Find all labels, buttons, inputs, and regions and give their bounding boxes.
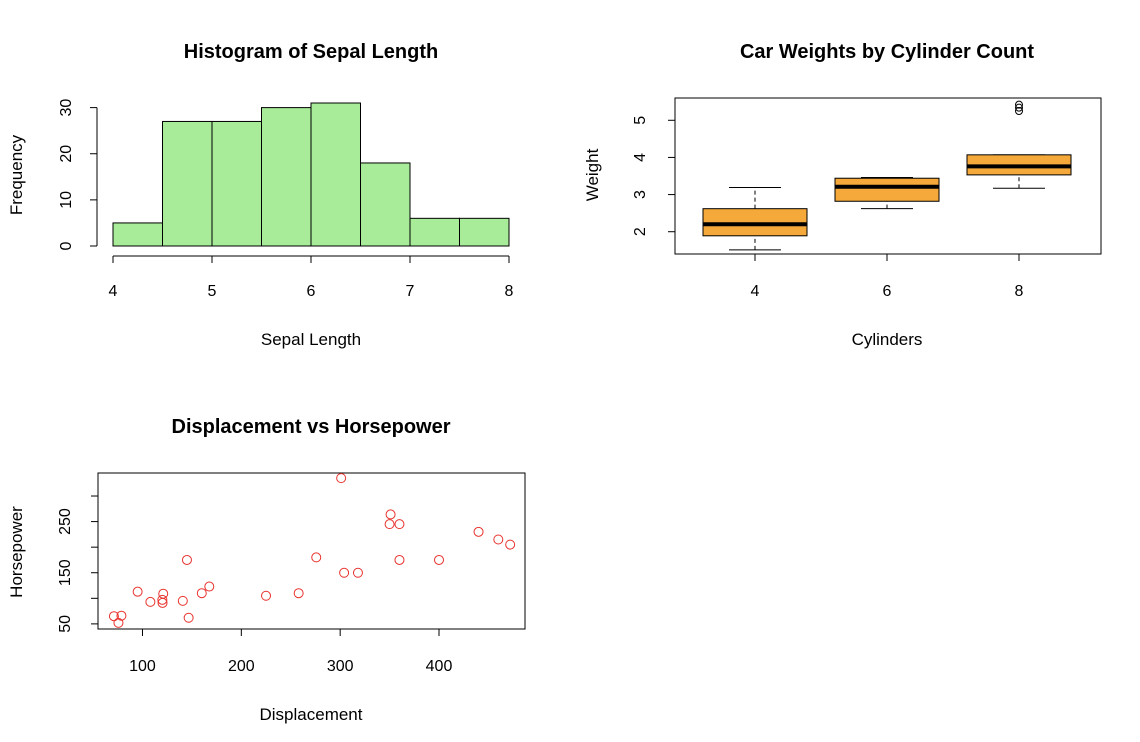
histogram-y-axis: 0 10 20 30 (58, 99, 98, 250)
scatter-point (505, 539, 516, 550)
histogram-x-tick-label: 5 (208, 283, 217, 300)
boxplot-plot-frame (674, 97, 1102, 255)
scatter-point (493, 534, 504, 545)
boxplot-y-tick-label: 3 (632, 190, 649, 199)
scatter-point (132, 586, 143, 597)
boxplot-title: Car Weights by Cylinder Count (740, 41, 1034, 63)
histogram-y-tick-label: 30 (58, 99, 75, 117)
scatter-point (204, 581, 215, 592)
histogram-panel: Histogram of Sepal Length Sepal Length F… (7, 41, 514, 349)
boxplot-outlier (1015, 107, 1023, 115)
scatter-plot-frame (97, 472, 526, 630)
scatter-y-tick-label: 250 (57, 508, 74, 535)
scatter-point (394, 554, 405, 565)
scatter-x-tick-label: 200 (228, 658, 255, 675)
histogram-x-tick-label: 7 (406, 283, 415, 300)
scatter-y-tick-label: 50 (57, 615, 74, 633)
scatter-title: Displacement vs Horsepower (172, 416, 451, 438)
scatter-y-label: Horsepower (7, 506, 26, 598)
histogram-bar (112, 222, 163, 247)
scatter-point (339, 567, 350, 578)
scatter-point (394, 519, 405, 530)
scatter-point (473, 526, 484, 537)
scatter-points (108, 473, 516, 628)
scatter-point (196, 588, 207, 599)
scatter-point (293, 588, 304, 599)
boxplot-x-label: Cylinders (852, 330, 923, 349)
scatter-point (145, 596, 156, 607)
boxplot-x-tick-label: 4 (751, 283, 760, 300)
scatter-x-label: Displacement (260, 705, 363, 724)
scatter-x-axis: 100 200 300 400 (129, 629, 452, 675)
histogram-y-tick-label: 0 (58, 241, 75, 250)
histogram-bar (459, 217, 510, 247)
boxplot-y-tick-label: 4 (632, 153, 649, 162)
scatter-panel: Displacement vs Horsepower Displacement … (7, 416, 526, 724)
scatter-point (113, 617, 124, 628)
scatter-point (181, 554, 192, 565)
boxplot-boxes (702, 100, 1072, 251)
histogram-bar (211, 120, 262, 247)
scatter-point (108, 611, 119, 622)
histogram-bar (261, 107, 312, 247)
scatter-point (177, 595, 188, 606)
scatter-point (336, 473, 347, 484)
scatter-y-tick-label: 150 (57, 559, 74, 586)
scatter-point (311, 552, 322, 563)
boxplot-box (834, 177, 940, 202)
scatter-point (385, 509, 396, 520)
scatter-point (158, 588, 169, 599)
scatter-x-tick-label: 100 (129, 658, 156, 675)
scatter-point (434, 554, 445, 565)
boxplot-x-axis: 4 6 8 (751, 254, 1024, 300)
histogram-y-tick-label: 20 (58, 145, 75, 163)
scatter-x-tick-label: 300 (327, 658, 354, 675)
histogram-x-label: Sepal Length (261, 330, 361, 349)
scatter-point (157, 594, 168, 605)
histogram-bar (162, 120, 213, 247)
scatter-x-tick-label: 400 (426, 658, 453, 675)
histogram-x-axis: 4 5 6 7 8 (109, 255, 514, 300)
boxplot-x-tick-label: 6 (883, 283, 892, 300)
histogram-bars (112, 102, 510, 247)
boxplot-outlier (1015, 103, 1023, 112)
scatter-point (352, 567, 363, 578)
scatter-point (116, 610, 127, 621)
boxplot-y-tick-label: 5 (632, 116, 649, 125)
histogram-y-tick-label: 10 (58, 191, 75, 209)
boxplot-y-label: Weight (583, 148, 602, 201)
boxplot-x-tick-label: 8 (1015, 283, 1024, 300)
histogram-bar (409, 217, 460, 247)
boxplot-y-tick-label: 2 (632, 227, 649, 236)
histogram-y-label: Frequency (7, 134, 26, 215)
boxplot-panel: Car Weights by Cylinder Count Cylinders … (583, 41, 1102, 349)
histogram-bar (310, 102, 361, 247)
boxplot-box (702, 208, 808, 237)
scatter-point (261, 590, 272, 601)
boxplot-outlier (1015, 100, 1023, 109)
scatter-y-axis: 50 150 250 (57, 495, 98, 633)
histogram-title: Histogram of Sepal Length (184, 41, 438, 63)
histogram-x-tick-label: 8 (505, 283, 514, 300)
scatter-point (183, 612, 194, 623)
scatter-point (384, 519, 395, 530)
histogram-x-tick-label: 4 (109, 283, 118, 300)
boxplot-y-axis: 2 3 4 5 (632, 116, 675, 236)
histogram-bar (360, 162, 411, 247)
histogram-x-tick-label: 6 (307, 283, 316, 300)
